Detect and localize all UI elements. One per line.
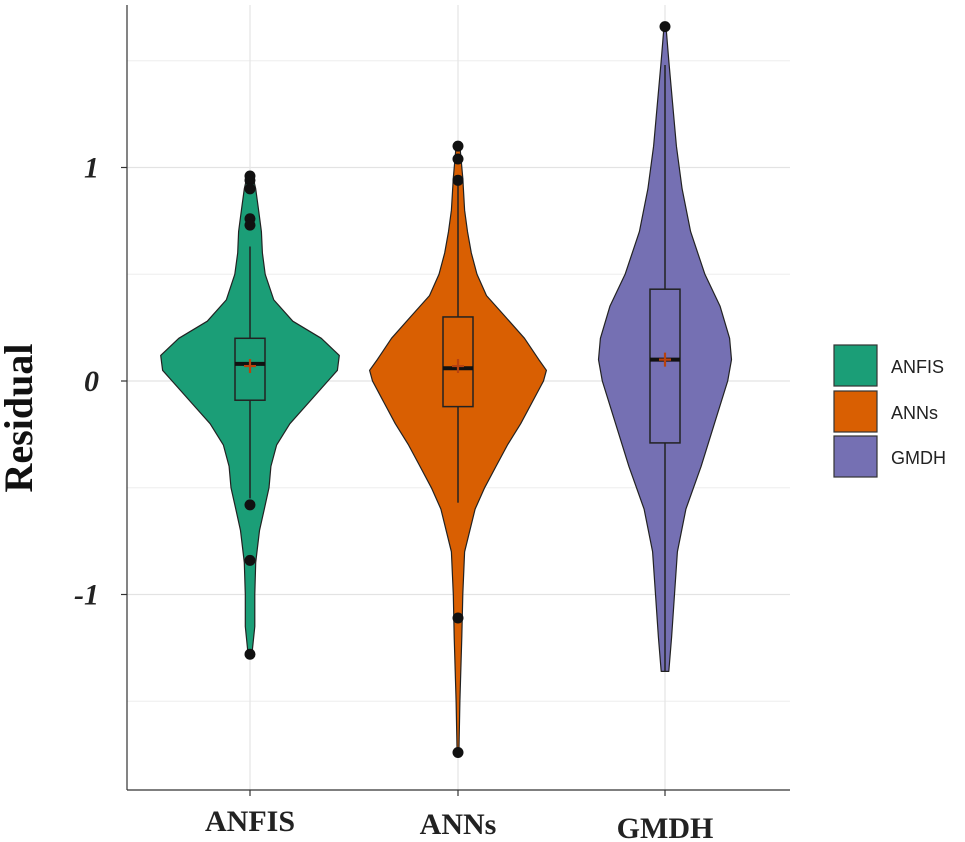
y-axis-title: Residual xyxy=(0,344,41,493)
legend-item-anns: ANNs xyxy=(833,390,938,433)
outlier-point xyxy=(244,219,256,231)
legend-swatch xyxy=(833,435,878,478)
outlier-point xyxy=(244,183,256,195)
violin-plots xyxy=(160,21,733,758)
y-axis-ticks: 1 0 -1 xyxy=(74,152,127,612)
mean-marker xyxy=(659,352,671,367)
x-tick-label: ANNs xyxy=(420,808,497,841)
y-tick-label: -1 xyxy=(74,579,99,612)
outlier-point xyxy=(452,153,464,165)
legend-swatch xyxy=(833,344,878,387)
outlier-point xyxy=(452,174,464,186)
legend-label: ANFIS xyxy=(891,357,944,377)
mean-marker xyxy=(452,359,464,374)
legend-item-gmdh: GMDH xyxy=(833,435,946,478)
violin-gmdh xyxy=(597,21,733,672)
outlier-point xyxy=(659,21,671,33)
legend-label: ANNs xyxy=(891,403,938,423)
y-tick-label: 0 xyxy=(84,365,99,398)
legend: ANFIS ANNs GMDH xyxy=(833,344,946,478)
outlier-point xyxy=(452,140,464,152)
legend-item-anfis: ANFIS xyxy=(833,344,944,387)
legend-swatch xyxy=(833,390,878,433)
mean-marker xyxy=(244,359,256,374)
outlier-point xyxy=(244,554,256,566)
violin-anfis xyxy=(160,170,340,660)
outlier-point xyxy=(244,499,256,511)
x-axis-ticks: ANFIS ANNs GMDH xyxy=(205,790,713,842)
outlier-point xyxy=(452,746,464,758)
y-tick-label: 1 xyxy=(84,152,99,185)
outlier-point xyxy=(244,174,256,186)
x-tick-label: GMDH xyxy=(617,812,714,842)
outlier-point xyxy=(452,612,464,624)
x-tick-label: ANFIS xyxy=(205,805,295,838)
outlier-point xyxy=(244,648,256,660)
legend-label: GMDH xyxy=(891,448,946,468)
violin-anns xyxy=(369,140,547,758)
